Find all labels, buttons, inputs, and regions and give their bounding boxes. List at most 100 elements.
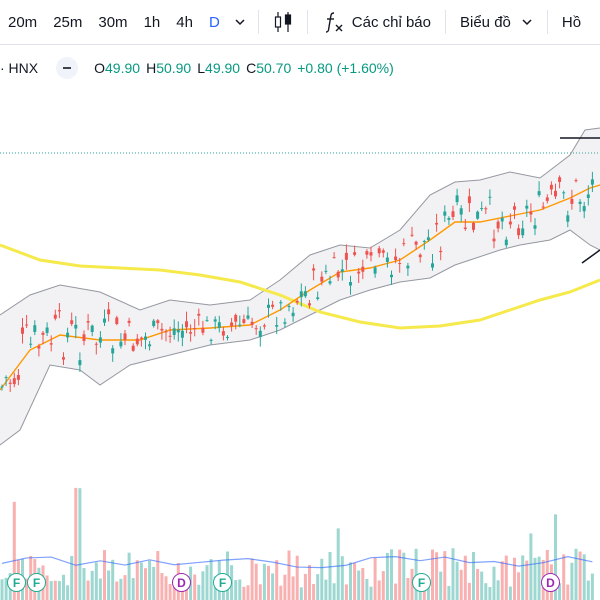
- change-value: +0.80 (+1.60%): [297, 60, 394, 76]
- volume-bar: [70, 555, 74, 600]
- candle-body: [49, 343, 53, 345]
- volume-bar: [98, 578, 102, 600]
- candle-body: [353, 252, 357, 255]
- candle-body: [529, 211, 533, 215]
- candle-body: [201, 327, 205, 333]
- candle-body: [283, 322, 287, 324]
- chart-type-button[interactable]: [265, 0, 301, 44]
- volume-bar: [49, 581, 53, 600]
- candle-body: [570, 198, 574, 204]
- volume-bar: [369, 586, 373, 600]
- moving-average-long: [0, 243, 600, 330]
- templates-label: Biểu đồ: [460, 13, 511, 31]
- volume-bar: [373, 557, 377, 600]
- candle-body: [582, 206, 586, 212]
- timeframe-20m[interactable]: 20m: [8, 13, 38, 31]
- event-marker-d[interactable]: D: [172, 573, 191, 592]
- timeframe-30m[interactable]: 30m: [98, 13, 128, 31]
- close-value: 50.70: [256, 60, 292, 76]
- candle-body: [78, 360, 82, 366]
- chart-toolbar: 20m 25m 30m 1h 4h D Các chỉ báo Biểu đồ …: [0, 0, 600, 45]
- candle-body: [324, 270, 328, 272]
- indicators-label: Các chỉ báo: [351, 13, 431, 31]
- volume-bar: [492, 566, 496, 600]
- candle-body: [517, 228, 521, 236]
- candle-body: [119, 341, 123, 347]
- candle-body: [8, 382, 12, 384]
- event-marker-d[interactable]: D: [541, 573, 560, 592]
- candle-body: [349, 282, 352, 286]
- close-key: C: [246, 60, 257, 76]
- volume-bar: [119, 578, 123, 600]
- candle-body: [562, 192, 566, 194]
- volume-bar: [168, 584, 172, 600]
- timeframe-dropdown-button[interactable]: [228, 0, 252, 44]
- event-marker-f[interactable]: F: [412, 573, 431, 592]
- candle-body: [435, 222, 439, 225]
- indicators-button[interactable]: Các chỉ báo: [314, 0, 439, 44]
- price-chart[interactable]: [0, 100, 600, 460]
- volume-bar: [426, 580, 430, 600]
- candles-icon: [274, 12, 291, 32]
- symbol-name[interactable]: · HNX: [0, 60, 39, 76]
- volume-bar: [537, 556, 541, 600]
- candle-body: [156, 320, 160, 324]
- candle-body: [508, 221, 512, 225]
- volume-bar: [496, 580, 500, 600]
- volume-bar: [566, 584, 570, 600]
- candle-body: [549, 184, 553, 190]
- volume-bar: [111, 559, 115, 600]
- volume-bar: [209, 559, 213, 600]
- volume-bar: [53, 580, 57, 600]
- timeframe-4h[interactable]: 4h: [176, 13, 193, 31]
- volume-bar: [529, 533, 533, 600]
- volume-bar: [508, 586, 512, 600]
- event-marker-f[interactable]: F: [7, 573, 26, 592]
- candle-body: [139, 337, 143, 339]
- chevron-down-icon: [235, 19, 245, 26]
- candle-body: [262, 325, 266, 327]
- candle-body: [230, 322, 234, 326]
- volume-bars-group: [0, 487, 594, 600]
- volume-bar: [127, 552, 131, 600]
- candle-body: [488, 196, 492, 198]
- candle-body: [525, 205, 529, 209]
- candle-body: [197, 313, 201, 316]
- volume-bar: [476, 568, 480, 600]
- hide-legend-button[interactable]: [56, 57, 79, 79]
- volume-bar: [201, 571, 205, 600]
- candle-body: [205, 320, 209, 322]
- volume-bar: [164, 576, 168, 600]
- candle-body: [422, 240, 426, 242]
- volume-bar: [562, 554, 566, 600]
- volume-bar: [480, 571, 484, 600]
- timeframe-d[interactable]: D: [208, 13, 220, 31]
- undo-cut-button[interactable]: Hồ: [561, 13, 582, 31]
- candle-body: [275, 325, 279, 327]
- candle-body: [336, 271, 340, 278]
- candle-body: [537, 191, 541, 196]
- high-value: 50.90: [156, 60, 192, 76]
- volume-bar: [558, 583, 562, 600]
- volume-bar: [570, 562, 574, 600]
- candle-body: [574, 180, 578, 182]
- candle-body: [287, 305, 291, 307]
- candle-body: [217, 322, 221, 328]
- candle-body: [160, 328, 164, 331]
- volume-bar: [172, 579, 176, 600]
- candle-body: [554, 190, 557, 197]
- toolbar-divider: [306, 10, 308, 34]
- templates-button[interactable]: Biểu đồ: [452, 0, 541, 44]
- candle-body: [451, 211, 455, 217]
- event-marker-f[interactable]: F: [27, 573, 46, 592]
- candle-body: [590, 179, 594, 185]
- volume-bar: [463, 555, 467, 600]
- volume-bar: [66, 585, 70, 600]
- timeframe-1h[interactable]: 1h: [143, 13, 161, 31]
- volume-bar: [308, 564, 311, 600]
- candle-body: [328, 281, 332, 284]
- volume-bar: [123, 575, 127, 600]
- candle-body: [521, 228, 525, 236]
- event-marker-f[interactable]: F: [213, 573, 232, 592]
- timeframe-25m[interactable]: 25m: [53, 13, 83, 31]
